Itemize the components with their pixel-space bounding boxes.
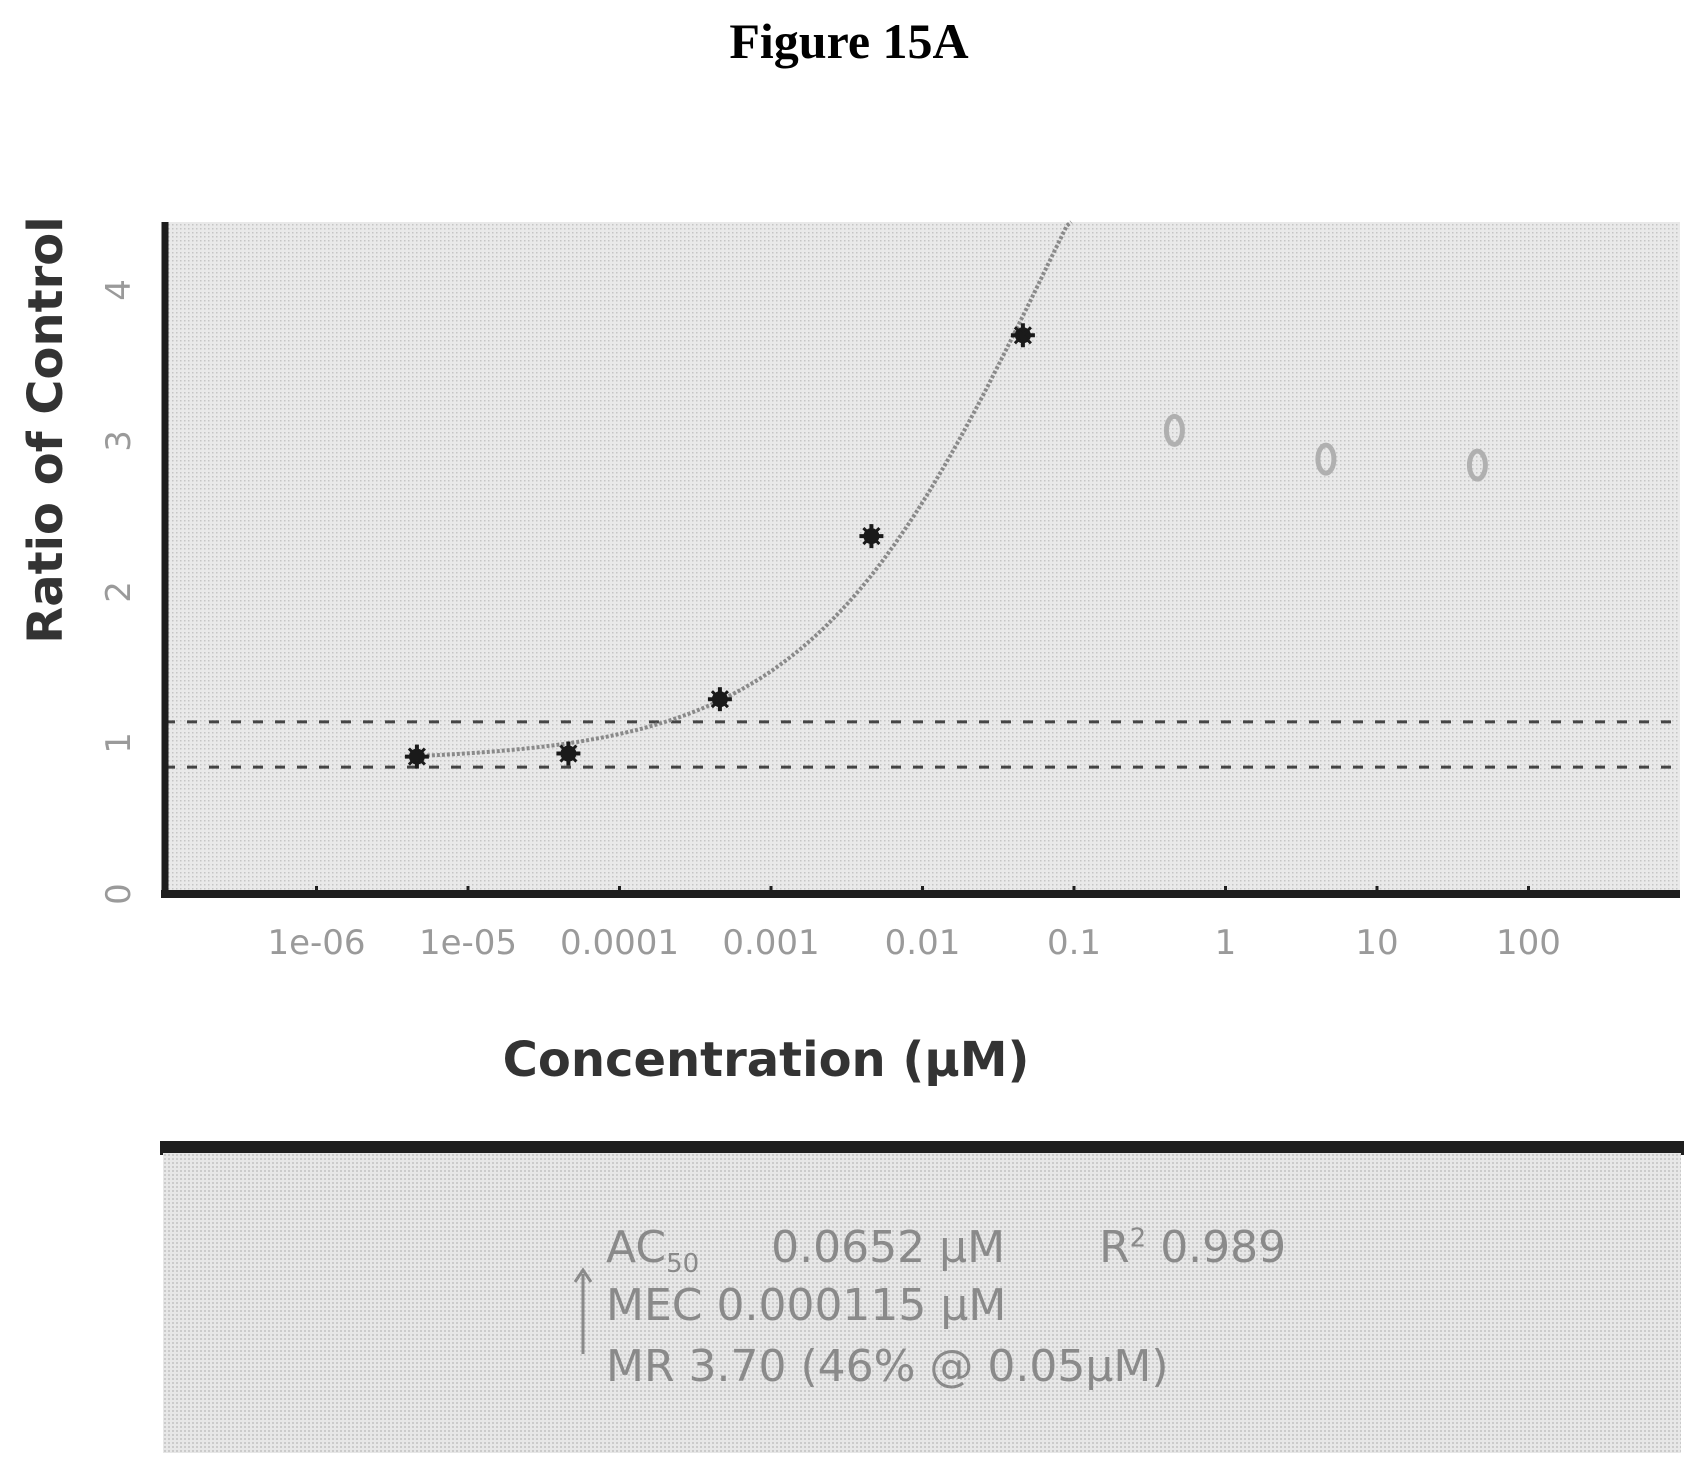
data-point-open <box>1315 442 1337 476</box>
x-tick-label: 0.0001 <box>560 923 679 963</box>
x-tick-label: 1 <box>1215 923 1237 963</box>
x-axis-title: Concentration (µM) <box>503 1032 1030 1088</box>
data-point-arm <box>710 690 729 709</box>
x-tick-label: 0.01 <box>885 923 961 963</box>
up-arrow-icon <box>573 1267 593 1354</box>
r2-superscript: 2 <box>1129 1223 1147 1254</box>
x-tick-label: 0.1 <box>1047 923 1101 963</box>
reference-lines <box>165 720 1680 769</box>
r2-label: R <box>1099 1222 1130 1273</box>
y-tick-label: 4 <box>99 279 139 301</box>
data-point <box>859 524 884 549</box>
axes <box>161 222 1680 898</box>
plot-area <box>165 222 1680 894</box>
ac50-subscript: 50 <box>666 1248 700 1279</box>
y-tick-label: 2 <box>99 581 139 603</box>
tick-labels: 1e-06 1e-05 0.0001 0.001 0.01 0.1 1 10 100 0 1 2 3 4 <box>99 279 1561 963</box>
mr-row: MR 3.70 (46% @ 0.05µM) <box>606 1341 1169 1392</box>
y-axis-title: Ratio of Control <box>18 216 74 643</box>
data-point <box>556 741 581 766</box>
data-point-arm <box>1013 326 1032 345</box>
x-tick-label: 10 <box>1355 923 1398 963</box>
data-point-arm <box>559 744 578 763</box>
fit-curve <box>416 220 1073 758</box>
figure-title: Figure 15A <box>729 13 969 69</box>
data-point-open <box>1163 413 1185 447</box>
mec-row: MEC 0.000115 µM <box>606 1280 1007 1331</box>
ac50-label: AC <box>606 1222 667 1273</box>
x-tick-label: 1e-05 <box>419 923 517 963</box>
ac50-value: 0.0652 µM <box>771 1222 1006 1273</box>
data-point-arm <box>862 527 881 546</box>
fit-curve-layer <box>416 220 1073 758</box>
y-tick-label: 1 <box>99 732 139 754</box>
y-tick-label: 0 <box>99 883 139 905</box>
chart: 1e-06 1e-05 0.0001 0.001 0.01 0.1 1 10 10001234 … <box>18 216 1680 1088</box>
data-point <box>1010 323 1035 348</box>
x-tick-label: 100 <box>1496 923 1561 963</box>
x-tick-label: 1e-06 <box>267 923 365 963</box>
x-tick-label: 0.001 <box>722 923 819 963</box>
ac50-row: AC50 0.0652 µM R2 0.989 <box>606 1222 1286 1279</box>
data-point-open <box>1466 448 1488 482</box>
y-tick-label: 3 <box>99 430 139 452</box>
stats-divider <box>160 1141 1684 1155</box>
r2-value: 0.989 <box>1160 1222 1287 1273</box>
data-point-arm <box>407 747 426 766</box>
data-point <box>707 687 732 712</box>
data-points-layer <box>404 323 1488 769</box>
stats-panel <box>163 1153 1681 1453</box>
data-point <box>404 744 429 769</box>
